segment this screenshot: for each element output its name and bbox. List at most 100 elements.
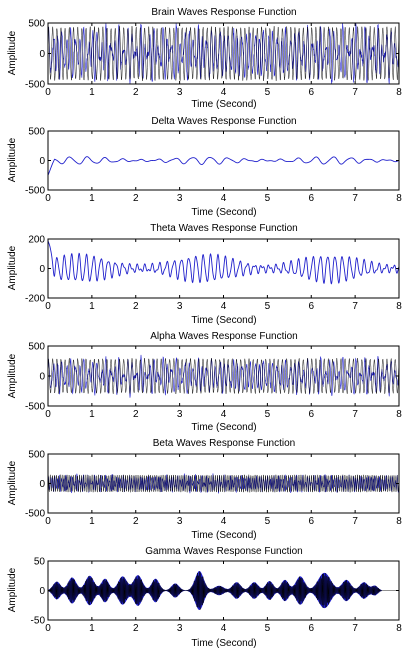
panel-title: Delta Waves Response Function bbox=[151, 116, 296, 127]
data-line-overlay bbox=[48, 357, 399, 395]
y-axis-label: Amplitude bbox=[7, 460, 18, 505]
x-tick-label: 0 bbox=[45, 193, 51, 204]
x-tick-label: 6 bbox=[308, 193, 314, 204]
x-tick-label: 8 bbox=[396, 623, 402, 634]
x-tick-label: 2 bbox=[133, 409, 139, 420]
y-tick-label: 500 bbox=[28, 19, 45, 30]
x-tick-label: 4 bbox=[221, 409, 227, 420]
y-tick-label: 200 bbox=[28, 235, 45, 246]
y-tick-label: 500 bbox=[28, 450, 45, 461]
y-tick-label: 500 bbox=[28, 342, 45, 353]
x-tick-label: 3 bbox=[177, 193, 183, 204]
y-axis-label: Amplitude bbox=[7, 137, 18, 182]
x-tick-label: 0 bbox=[45, 516, 51, 527]
x-tick-label: 4 bbox=[221, 516, 227, 527]
data-line bbox=[48, 240, 399, 285]
panel-title: Alpha Waves Response Function bbox=[150, 331, 298, 342]
panel-theta-waves: Theta Waves Response Function Time (Seco… bbox=[7, 223, 402, 326]
x-tick-label: 5 bbox=[265, 87, 271, 98]
x-tick-label: 1 bbox=[89, 87, 95, 98]
y-tick-label: -500 bbox=[25, 186, 45, 197]
x-tick-label: 5 bbox=[265, 623, 271, 634]
x-tick-label: 8 bbox=[396, 193, 402, 204]
x-tick-label: 0 bbox=[45, 623, 51, 634]
x-axis-label: Time (Second) bbox=[191, 99, 256, 110]
x-tick-label: 4 bbox=[221, 301, 227, 312]
y-tick-label: -200 bbox=[25, 294, 45, 305]
panel-title: Theta Waves Response Function bbox=[150, 223, 297, 234]
x-axis-label: Time (Second) bbox=[191, 638, 256, 649]
panel-brain-waves: Brain Waves Response Function Time (Seco… bbox=[7, 7, 402, 110]
y-axis-label: Amplitude bbox=[7, 245, 18, 290]
x-tick-label: 8 bbox=[396, 301, 402, 312]
x-tick-label: 1 bbox=[89, 193, 95, 204]
y-axis-label: Amplitude bbox=[7, 353, 18, 398]
x-tick-label: 5 bbox=[265, 301, 271, 312]
panel-gamma-waves: Gamma Waves Response Function Time (Seco… bbox=[7, 546, 402, 649]
x-tick-label: 7 bbox=[352, 87, 358, 98]
x-tick-label: 7 bbox=[352, 301, 358, 312]
x-tick-label: 3 bbox=[177, 301, 183, 312]
x-axis-label: Time (Second) bbox=[191, 315, 256, 326]
y-tick-label: 0 bbox=[39, 479, 45, 490]
y-tick-label: 0 bbox=[39, 264, 45, 275]
x-tick-label: 7 bbox=[352, 193, 358, 204]
x-tick-label: 6 bbox=[308, 623, 314, 634]
x-tick-label: 2 bbox=[133, 623, 139, 634]
data-line-overlay bbox=[48, 474, 399, 493]
panel-alpha-waves: Alpha Waves Response Function Time (Seco… bbox=[7, 331, 402, 433]
x-tick-label: 7 bbox=[352, 623, 358, 634]
panel-beta-waves: Beta Waves Response Function Time (Secon… bbox=[7, 438, 402, 541]
x-tick-label: 5 bbox=[265, 516, 271, 527]
y-tick-label: 0 bbox=[39, 586, 45, 597]
x-tick-label: 0 bbox=[45, 87, 51, 98]
y-tick-label: -500 bbox=[25, 402, 45, 413]
y-tick-label: 500 bbox=[28, 127, 45, 138]
y-axis-label: Amplitude bbox=[7, 567, 18, 612]
x-tick-label: 6 bbox=[308, 301, 314, 312]
x-tick-label: 5 bbox=[265, 409, 271, 420]
y-tick-label: 0 bbox=[39, 156, 45, 167]
x-tick-label: 4 bbox=[221, 87, 227, 98]
data-line bbox=[48, 156, 399, 176]
x-tick-label: 8 bbox=[396, 409, 402, 420]
x-tick-label: 8 bbox=[396, 87, 402, 98]
y-axis-label: Amplitude bbox=[7, 30, 18, 75]
x-tick-label: 2 bbox=[133, 193, 139, 204]
x-tick-label: 4 bbox=[221, 623, 227, 634]
x-tick-label: 3 bbox=[177, 516, 183, 527]
x-tick-label: 1 bbox=[89, 516, 95, 527]
x-tick-label: 7 bbox=[352, 516, 358, 527]
x-axis-label: Time (Second) bbox=[191, 422, 256, 433]
x-tick-label: 6 bbox=[308, 409, 314, 420]
x-tick-label: 6 bbox=[308, 87, 314, 98]
x-tick-label: 5 bbox=[265, 193, 271, 204]
x-tick-label: 0 bbox=[45, 301, 51, 312]
x-tick-label: 8 bbox=[396, 516, 402, 527]
panel-title: Brain Waves Response Function bbox=[151, 7, 296, 18]
x-tick-label: 2 bbox=[133, 301, 139, 312]
x-axis-label: Time (Second) bbox=[191, 207, 256, 218]
x-tick-label: 2 bbox=[133, 87, 139, 98]
x-axis-label: Time (Second) bbox=[191, 530, 256, 541]
panel-title: Gamma Waves Response Function bbox=[145, 546, 302, 557]
x-tick-label: 1 bbox=[89, 409, 95, 420]
x-tick-label: 3 bbox=[177, 409, 183, 420]
x-tick-label: 2 bbox=[133, 516, 139, 527]
y-tick-label: -50 bbox=[31, 616, 46, 627]
y-tick-label: -500 bbox=[25, 80, 45, 91]
x-tick-label: 3 bbox=[177, 623, 183, 634]
y-tick-label: 0 bbox=[39, 372, 45, 383]
y-tick-label: 0 bbox=[39, 49, 45, 60]
y-tick-label: 50 bbox=[34, 557, 46, 568]
x-tick-label: 1 bbox=[89, 301, 95, 312]
x-tick-label: 1 bbox=[89, 623, 95, 634]
panel-title: Beta Waves Response Function bbox=[153, 438, 295, 449]
